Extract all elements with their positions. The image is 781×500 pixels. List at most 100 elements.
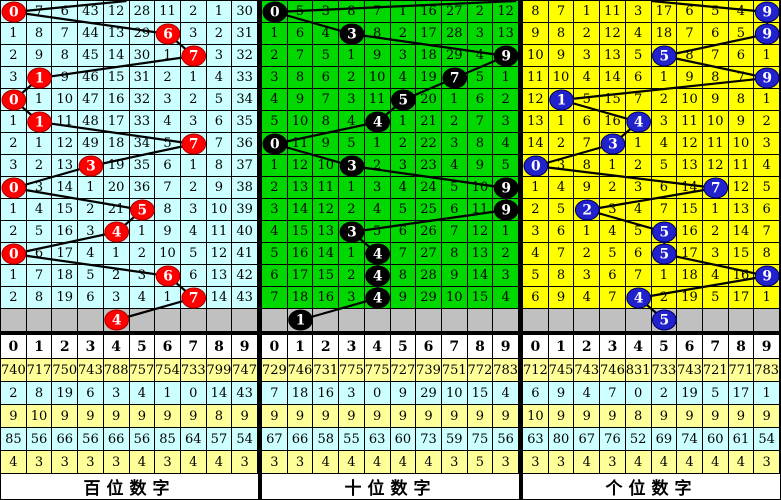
miss-cell: 9 <box>26 45 53 67</box>
miss-cell: 37 <box>232 155 258 177</box>
miss-cell: 9 <box>206 177 233 199</box>
stat-cell: 775 <box>364 359 391 382</box>
miss-cell: 1 <box>339 45 365 67</box>
miss-cell: 2 <box>339 67 365 89</box>
miss-cell: 18 <box>287 287 314 309</box>
miss-cell: 2 <box>180 89 207 111</box>
miss-cell: 13 <box>287 177 314 199</box>
hit-cell <box>651 243 678 265</box>
miss-cell: 9 <box>702 89 729 111</box>
stat-cell: 4 <box>206 451 233 474</box>
miss-cell: 44 <box>78 23 104 45</box>
miss-cell: 8 <box>677 45 703 67</box>
miss-cell: 14 <box>206 287 233 309</box>
miss-cell: 12 <box>206 243 233 265</box>
miss-cell: 3 <box>493 265 519 287</box>
miss-cell: 13 <box>600 45 626 67</box>
miss-cell: 9 <box>548 287 575 309</box>
miss-cell: 48 <box>78 111 104 133</box>
miss-cell: 1 <box>651 265 678 287</box>
hit-cell <box>364 111 391 133</box>
miss-cell: 1 <box>1 199 27 221</box>
miss-cell: 10 <box>364 67 391 89</box>
miss-cell: 21 <box>416 111 442 133</box>
miss-cell: 8 <box>523 1 549 23</box>
miss-cell: 1 <box>262 155 288 177</box>
miss-cell: 3 <box>180 23 207 45</box>
stat-cell: 9 <box>364 405 391 428</box>
stat-cell: 775 <box>339 359 365 382</box>
miss-cell: 11 <box>702 133 729 155</box>
miss-cell: 2 <box>339 265 365 287</box>
miss-cell: 20 <box>103 177 130 199</box>
miss-cell: 15 <box>600 89 626 111</box>
miss-cell: 3 <box>339 89 365 111</box>
miss-cell: 1 <box>574 221 601 243</box>
miss-cell: 14 <box>313 243 340 265</box>
miss-cell: 3 <box>625 1 652 23</box>
stat-cell: 740 <box>1 359 27 382</box>
miss-cell: 32 <box>129 89 156 111</box>
stat-cell: 733 <box>180 359 207 382</box>
miss-cell: 4 <box>574 67 601 89</box>
miss-cell: 2 <box>339 199 365 221</box>
hundreds-pending-row <box>1 309 258 331</box>
miss-cell: 9 <box>313 133 340 155</box>
stat-cell: 4 <box>493 382 519 405</box>
miss-cell: 4 <box>728 1 755 23</box>
miss-cell: 16 <box>416 1 442 23</box>
miss-cell: 12 <box>52 133 79 155</box>
miss-cell: 43 <box>232 287 258 309</box>
stat-cell: 15 <box>467 382 494 405</box>
stat-cell: 2 <box>1 382 27 405</box>
miss-cell: 14 <box>677 177 703 199</box>
miss-cell: 28 <box>129 1 156 23</box>
hit-cell <box>26 111 53 133</box>
stat-cell: 799 <box>206 359 233 382</box>
hit-cell <box>390 89 417 111</box>
miss-cell: 2 <box>1 221 27 243</box>
stat-cell: 4 <box>574 451 601 474</box>
hit-cell <box>600 133 626 155</box>
miss-cell: 14 <box>52 177 79 199</box>
digit-header-cell: 7 <box>441 335 468 359</box>
miss-cell: 11 <box>52 111 79 133</box>
stat-row: 85 56 66 56 66 56 85 64 57 54 <box>1 428 258 451</box>
stat-cell: 9 <box>600 405 626 428</box>
miss-cell: 14 <box>600 67 626 89</box>
digit-header-cell: 0 <box>1 335 27 359</box>
miss-cell: 13 <box>467 243 494 265</box>
stat-cell: 66 <box>103 428 130 451</box>
hit-cell <box>754 1 780 23</box>
pending-cell <box>549 309 575 331</box>
stat-cell: 74 <box>677 428 703 451</box>
stat-cell: 17 <box>728 382 755 405</box>
hit-cell <box>180 287 207 309</box>
stat-cell: 9 <box>390 405 417 428</box>
pending-cell <box>155 309 181 331</box>
miss-cell: 1 <box>548 111 575 133</box>
tens-pending-row <box>262 309 519 331</box>
miss-cell: 6 <box>467 89 494 111</box>
stat-cell: 76 <box>600 428 626 451</box>
miss-cell: 5 <box>467 67 494 89</box>
miss-cell: 4 <box>262 89 288 111</box>
stat-cell: 29 <box>416 382 442 405</box>
hit-cell <box>754 265 780 287</box>
stat-cell: 721 <box>702 359 729 382</box>
stat-cell: 4 <box>702 451 729 474</box>
miss-cell: 30 <box>232 1 258 23</box>
miss-cell: 15 <box>467 287 494 309</box>
hit-cell <box>651 221 678 243</box>
miss-cell: 8 <box>287 67 314 89</box>
miss-cell: 1 <box>1 265 27 287</box>
stat-cell: 9 <box>754 405 780 428</box>
hit-cell <box>339 23 365 45</box>
miss-cell: 5 <box>339 133 365 155</box>
miss-cell: 3 <box>467 23 494 45</box>
miss-cell: 32 <box>232 45 258 67</box>
stat-cell: 9 <box>574 405 601 428</box>
